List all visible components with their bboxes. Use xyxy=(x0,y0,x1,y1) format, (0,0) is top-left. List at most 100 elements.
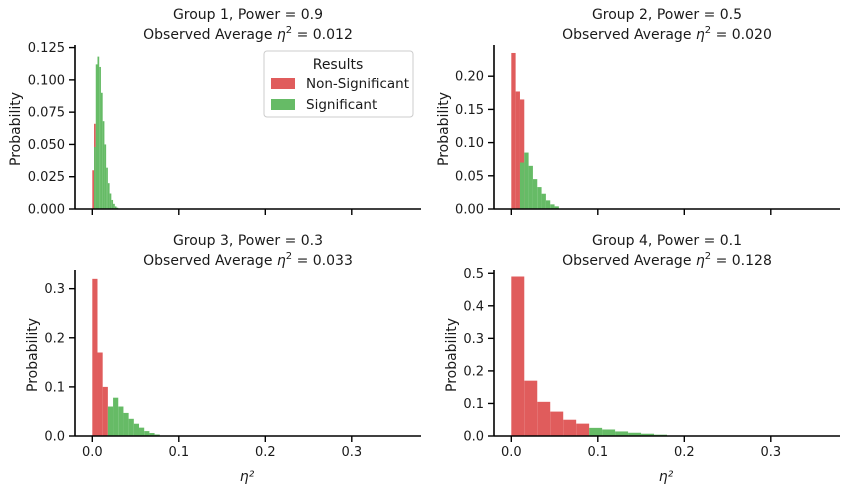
panel-1-bar-significant-11 xyxy=(113,203,115,209)
panel-3-title: Group 3, Power = 0.3 xyxy=(173,233,323,249)
panel-3-bar-significant-2 xyxy=(118,406,124,436)
panel-4-ytick-label-3: 0.3 xyxy=(463,332,484,347)
panel-4-ytick-label-0: 0.0 xyxy=(463,430,484,445)
panel-2: Group 2, Power = 0.5 Observed Average η2… xyxy=(436,7,840,218)
panel-4-xlabel: η² xyxy=(659,469,674,485)
panel-2-xticks xyxy=(510,209,772,215)
panel-4: Group 4, Power = 0.1 Observed Average η2… xyxy=(444,233,840,485)
panel-2-bar-non-significant-2 xyxy=(519,99,525,209)
panel-4-bar-non-significant-3 xyxy=(550,411,564,436)
panel-4-bar-non-significant-1 xyxy=(524,380,538,436)
panel-2-subtitle: Observed Average η2 = 0.020 xyxy=(562,25,772,43)
panel-1-ytick-label-1: 0.025 xyxy=(28,170,65,185)
panel-4-subtitle: Observed Average η2 = 0.128 xyxy=(562,251,772,269)
panel-4-ytick-label-2: 0.2 xyxy=(463,364,484,379)
panel-1-ytick-label-0: 0.000 xyxy=(28,203,65,218)
panel-3-bar-significant-1 xyxy=(113,397,119,436)
panel-2-title: Group 2, Power = 0.5 xyxy=(592,7,742,23)
panel-1-bar-significant-8 xyxy=(107,183,110,209)
panel-1-bar-significant-3 xyxy=(99,66,101,209)
panel-2-bar-significant-6 xyxy=(541,193,546,209)
panel-1-yticks: 0.000 0.025 0.050 0.075 0.100 0.125 xyxy=(28,41,75,218)
panel-4-bar-non-significant-4 xyxy=(563,419,577,436)
panel-4-title: Group 4, Power = 0.1 xyxy=(592,233,742,249)
legend-title: Results xyxy=(313,57,364,73)
panel-2-bar-non-significant-1 xyxy=(515,91,520,209)
legend-swatch-significant xyxy=(271,99,295,110)
panel-3-bar-non-significant-0 xyxy=(92,278,98,436)
panel-3-bar-significant-8 xyxy=(149,433,155,436)
panel-3-bar-significant-7 xyxy=(144,431,150,436)
panel-3-ytick-label-0: 0.0 xyxy=(44,430,65,445)
panel-4-xtick-label-2: 0.2 xyxy=(674,445,695,460)
panel-3-bar-non-significant-1 xyxy=(97,352,103,436)
panel-3-ytick-label-2: 0.2 xyxy=(44,331,65,346)
panel-3-xticks: 0.0 0.1 0.2 0.3 xyxy=(82,436,362,460)
panel-2-bar-significant-2 xyxy=(524,152,529,209)
panel-4-xtick-label-3: 0.3 xyxy=(760,445,781,460)
panel-1-bar-significant-0 xyxy=(94,147,96,209)
panel-1-bar-significant-6 xyxy=(104,144,107,209)
panel-3: Group 3, Power = 0.3 Observed Average η2… xyxy=(25,233,421,485)
panel-1-subtitle: Observed Average η2 = 0.012 xyxy=(143,25,353,43)
panel-4-bar-non-significant-0 xyxy=(511,276,525,436)
panel-2-ytick-label-4: 0.20 xyxy=(455,70,484,85)
panel-4-ylabel: Probability xyxy=(444,318,460,392)
panel-4-ytick-label-5: 0.5 xyxy=(463,267,484,282)
panel-3-ytick-label-1: 0.1 xyxy=(44,380,65,395)
panel-2-bar-significant-4 xyxy=(532,179,538,209)
panel-4-bar-significant-1 xyxy=(602,429,616,436)
legend-frame xyxy=(263,50,414,118)
panel-2-ytick-label-1: 0.05 xyxy=(455,169,484,184)
panel-3-bars xyxy=(92,278,160,436)
panel-1-ytick-label-3: 0.075 xyxy=(28,106,65,121)
panel-2-bar-significant-9 xyxy=(554,206,559,209)
panel-1-ytick-label-5: 0.125 xyxy=(28,41,65,56)
panel-2-bar-significant-1 xyxy=(519,162,525,209)
panel-3-bar-significant-4 xyxy=(128,418,134,436)
panel-1-bar-significant-12 xyxy=(114,206,117,209)
panel-1-ytick-label-4: 0.100 xyxy=(28,73,65,88)
panel-3-bar-non-significant-2 xyxy=(102,386,108,436)
panel-1-bar-significant-5 xyxy=(102,121,105,209)
panel-4-yticks: 0.0 0.1 0.2 0.3 0.4 0.5 xyxy=(463,267,494,445)
panel-3-ytick-label-3: 0.3 xyxy=(44,282,65,297)
panel-1-bar-significant-2 xyxy=(97,56,100,210)
panel-1-title: Group 1, Power = 0.9 xyxy=(173,7,323,23)
panel-4-xticks: 0.0 0.1 0.2 0.3 xyxy=(501,436,781,460)
panel-2-bar-significant-5 xyxy=(537,187,542,209)
panel-4-bar-significant-3 xyxy=(628,432,642,436)
panel-1-bar-significant-1 xyxy=(95,64,98,210)
panel-4-xtick-label-1: 0.1 xyxy=(587,445,608,460)
panel-4-xtick-label-0: 0.0 xyxy=(501,445,522,460)
legend-label-significant: Significant xyxy=(306,97,377,113)
panel-3-xtick-label-0: 0.0 xyxy=(82,445,103,460)
panel-3-subtitle: Observed Average η2 = 0.033 xyxy=(143,251,353,269)
panel-3-bar-significant-0 xyxy=(107,406,114,436)
panel-4-bar-significant-2 xyxy=(615,431,629,436)
panel-2-ytick-label-3: 0.15 xyxy=(455,103,484,118)
panel-3-xlabel: η² xyxy=(240,469,255,485)
panel-2-ylabel: Probability xyxy=(436,92,452,166)
panel-1-bar-significant-10 xyxy=(111,199,114,209)
panel-1-bars xyxy=(92,56,119,210)
panel-2-bar-non-significant-0 xyxy=(511,52,516,209)
legend-swatch-non-significant xyxy=(271,78,295,89)
panel-2-yticks: 0.00 0.05 0.10 0.15 0.20 xyxy=(455,70,494,218)
panel-3-ylabel: Probability xyxy=(25,318,41,392)
legend: Results Non-Significant Significant xyxy=(263,50,414,118)
panel-3-xtick-label-3: 0.3 xyxy=(341,445,362,460)
panel-3-bar-significant-5 xyxy=(133,423,140,436)
panel-1-ylabel: Probability xyxy=(8,92,24,166)
panel-4-ytick-label-4: 0.4 xyxy=(463,299,484,314)
panel-2-ytick-label-2: 0.10 xyxy=(455,136,484,151)
panel-3-xtick-label-1: 0.1 xyxy=(168,445,189,460)
panel-1-bar-significant-4 xyxy=(100,92,103,209)
panel-3-yticks: 0.0 0.1 0.2 0.3 xyxy=(44,282,75,445)
panel-2-bars xyxy=(511,52,559,209)
panel-3-xtick-label-2: 0.2 xyxy=(255,445,276,460)
panel-1: Group 1, Power = 0.9 Observed Average η2… xyxy=(8,7,421,218)
panel-4-ytick-label-1: 0.1 xyxy=(463,397,484,412)
panel-4-bar-non-significant-5 xyxy=(576,423,590,436)
